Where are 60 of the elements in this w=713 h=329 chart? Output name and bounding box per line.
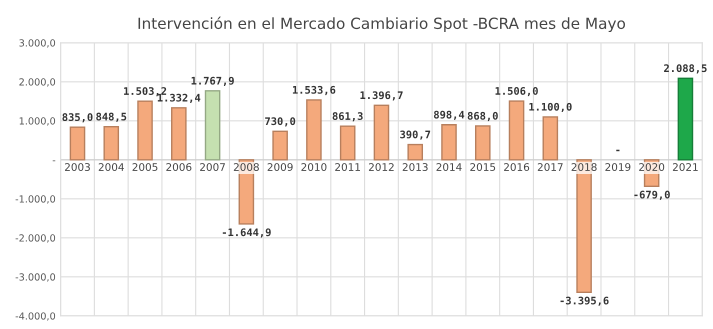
data-label: 390,7 xyxy=(400,130,430,140)
x-tick-label: 2006 xyxy=(166,163,192,171)
x-tick-label: 2004 xyxy=(98,163,124,171)
bar xyxy=(137,100,153,160)
x-tick-label: 2011 xyxy=(335,163,360,171)
data-label: - xyxy=(616,150,620,152)
data-label: -1.644,9 xyxy=(222,228,271,238)
x-tick-label: 2018 xyxy=(572,163,597,171)
chart-title: Intervención en el Mercado Cambiario Spot -BCRA mes de Mayo xyxy=(138,16,626,32)
data-label: -3.395,6 xyxy=(560,296,609,306)
x-tick-label: 2020 xyxy=(639,163,664,171)
x-tick-label: 2019 xyxy=(605,163,630,171)
x-tick-label: 2017 xyxy=(538,163,563,171)
data-label: 730,0 xyxy=(265,117,296,126)
bar xyxy=(340,126,356,160)
bar xyxy=(103,126,120,160)
data-label: 1.533,6 xyxy=(292,86,336,96)
bar xyxy=(204,90,220,160)
x-tick-label: 2016 xyxy=(504,163,530,171)
y-tick-label: -1.000,0 xyxy=(16,195,56,204)
x-tick-label: 2012 xyxy=(368,163,394,171)
x-tick-label: 2008 xyxy=(234,163,259,171)
bar xyxy=(407,144,424,160)
y-tick-label: 3.000,0 xyxy=(19,39,56,48)
data-label: 2.088,5 xyxy=(664,64,707,74)
y-tick-label: - xyxy=(52,160,56,162)
data-label: 898,4 xyxy=(434,110,464,120)
bar xyxy=(441,124,457,160)
bar xyxy=(374,104,390,160)
x-tick-label: 2014 xyxy=(436,163,462,171)
y-tick-label: -4.000,0 xyxy=(16,312,56,321)
bar xyxy=(272,130,288,160)
y-tick-label: -2.000,0 xyxy=(16,234,56,243)
data-label: 1.767,9 xyxy=(192,76,234,86)
x-tick-label: 2009 xyxy=(268,163,293,171)
data-label: 861,3 xyxy=(332,112,363,122)
data-label: 1.100,0 xyxy=(529,102,572,112)
bar xyxy=(508,100,524,160)
bar xyxy=(474,125,491,160)
y-tick-label: 2.000,0 xyxy=(19,78,56,87)
data-label: -679,0 xyxy=(634,190,670,200)
data-label: 868,0 xyxy=(468,112,498,122)
bar xyxy=(678,78,694,160)
data-label: 1.506,0 xyxy=(496,86,538,96)
x-tick-label: 2007 xyxy=(200,163,225,171)
x-tick-label: 2010 xyxy=(301,163,326,171)
x-tick-label: 2013 xyxy=(402,163,428,171)
x-tick-label: 2015 xyxy=(470,163,496,171)
x-tick-label: 2003 xyxy=(65,163,90,171)
bar xyxy=(542,116,558,160)
bar xyxy=(70,126,86,160)
bar xyxy=(171,107,187,160)
y-tick-label: 1.000,0 xyxy=(20,117,56,126)
data-label: 1.396,7 xyxy=(360,91,403,100)
bar xyxy=(306,99,322,160)
data-label: 835,0 xyxy=(62,113,93,122)
data-label: 848,5 xyxy=(96,112,126,122)
x-tick-label: 2021 xyxy=(672,163,698,171)
y-tick-label: -3.000,0 xyxy=(16,273,56,282)
x-tick-label: 2005 xyxy=(132,163,158,171)
